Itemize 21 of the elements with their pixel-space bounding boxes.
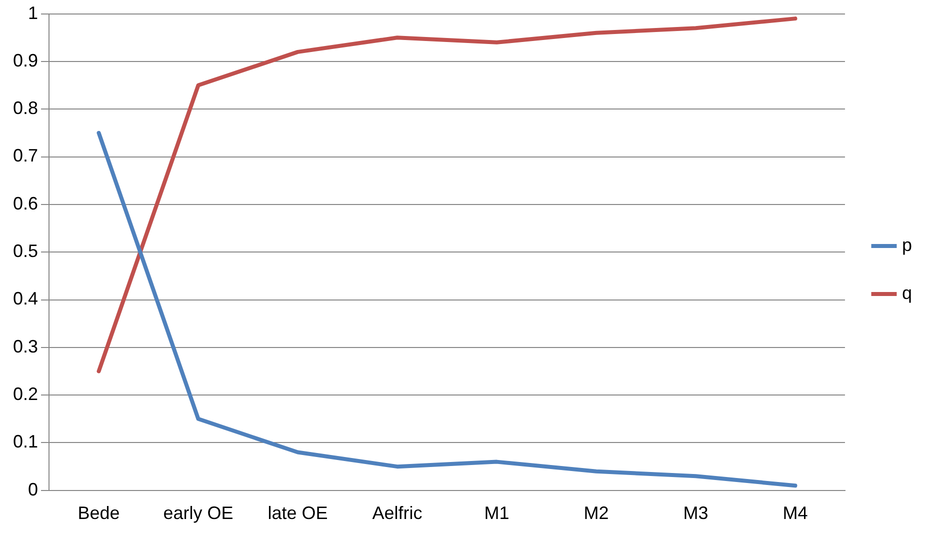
x-tick-label: early OE [163, 503, 234, 524]
x-tick-label: M2 [584, 503, 609, 524]
y-tick-label: 0 [28, 479, 38, 500]
y-tick-label: 0.6 [12, 193, 38, 214]
x-tick-label: late OE [268, 503, 328, 524]
legend-label: p [902, 234, 912, 255]
x-tick-label: Aelfric [372, 503, 422, 524]
legend-label: q [902, 282, 912, 303]
y-tick-label: 0.4 [12, 288, 38, 309]
x-tick-label: M1 [484, 503, 510, 524]
y-tick-label: 0.8 [12, 98, 38, 118]
x-tick-label: M3 [683, 503, 708, 524]
y-tick-label: 0.3 [12, 336, 38, 356]
y-tick-label: 0.2 [12, 384, 38, 404]
y-tick-label: 0.1 [12, 432, 38, 452]
y-tick-label: 1 [28, 2, 38, 23]
y-tick-label: 0.7 [12, 146, 38, 166]
x-tick-label: M4 [782, 503, 808, 524]
y-tick-label: 0.5 [12, 241, 38, 262]
x-tick-label: Bede [78, 503, 120, 524]
y-tick-label: 0.9 [12, 50, 38, 70]
